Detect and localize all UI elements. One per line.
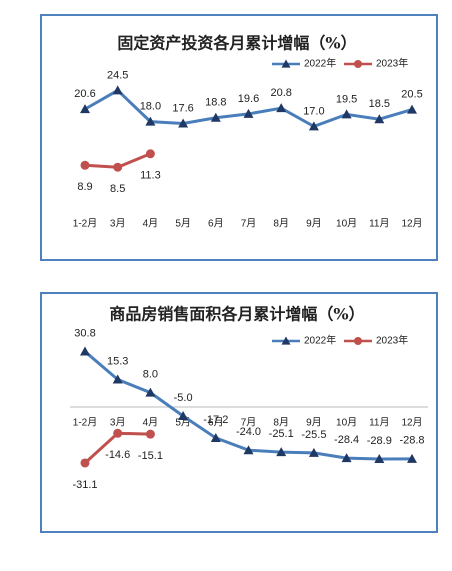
data-label: 11.3 [140,170,161,182]
data-label: -25.5 [301,429,326,441]
data-label: 8.5 [110,183,125,195]
marker [243,108,254,118]
chart-frame [40,292,438,533]
legend-marker [354,337,362,345]
marker [112,85,123,95]
data-label: -24.0 [236,426,261,438]
x-tick-label: 11月 [369,218,389,230]
marker [341,453,352,463]
legend-marker [281,59,291,68]
data-label: -28.9 [367,435,392,447]
x-tick-label: 12月 [401,218,422,230]
marker [80,346,90,356]
marker [178,118,189,128]
legend-marker [354,60,362,68]
x-tick-label: 6月 [208,417,224,429]
marker [407,453,417,463]
marker [308,121,319,131]
data-label: 20.8 [270,87,291,99]
data-label: 20.5 [401,89,422,101]
marker [80,458,90,468]
marker [374,454,385,464]
marker [210,432,221,442]
chart-title: 固定资产投资各月累计增幅（%） [117,34,356,53]
data-label: 17.6 [172,102,193,114]
chart-frame [40,14,438,261]
x-tick-label: 3月 [110,417,126,429]
legend-marker [281,336,291,345]
data-label: -14.6 [105,449,130,461]
data-label: 18.8 [205,97,226,109]
marker [374,114,385,124]
marker [407,104,417,114]
x-tick-label: 4月 [143,218,159,230]
marker [113,428,123,438]
marker [210,112,221,122]
data-label: -17.2 [203,414,228,426]
x-tick-label: 1-2月 [73,218,97,230]
x-tick-label: 6月 [208,218,224,230]
x-tick-label: 10月 [336,218,357,230]
data-label: 8.9 [77,181,92,193]
data-label: 24.5 [107,69,128,81]
x-tick-label: 9月 [306,417,322,429]
data-label: 8.0 [143,369,158,381]
marker [145,116,156,126]
x-tick-label: 8月 [273,417,289,429]
data-label: -5.0 [174,392,193,404]
data-label: 20.6 [74,88,95,100]
x-tick-label: 9月 [306,218,322,230]
data-label: 19.5 [336,93,357,105]
marker [145,149,155,159]
marker [80,160,90,170]
x-tick-label: 4月 [143,417,159,429]
data-label: -28.8 [399,435,424,447]
data-label: 19.6 [238,93,259,105]
data-label: 18.0 [140,101,161,113]
x-tick-label: 5月 [175,218,191,230]
x-tick-label: 7月 [241,218,257,230]
marker [276,447,287,457]
data-label: 15.3 [107,355,128,367]
marker [80,104,90,114]
chart-title: 商品房销售面积各月累计增幅（%） [109,305,364,324]
x-tick-label: 1-2月 [73,417,97,429]
legend-label: 2023年 [376,57,408,70]
x-tick-label: 3月 [110,218,126,230]
x-tick-label: 8月 [273,218,289,230]
legend-label: 2023年 [376,334,408,347]
x-tick-label: 11月 [369,417,389,429]
legend-label: 2022年 [304,57,336,70]
marker [341,109,352,119]
data-label: 30.8 [74,327,95,339]
data-label: 18.5 [369,98,390,110]
marker [276,103,287,113]
data-label: -25.1 [269,428,294,440]
x-tick-label: 10月 [336,417,357,429]
x-tick-label: 7月 [241,417,257,429]
data-label: -31.1 [72,479,97,491]
marker [243,445,254,455]
data-label: -15.1 [138,450,163,462]
marker [113,162,123,172]
x-tick-label: 12月 [401,417,422,429]
data-label: -28.4 [334,434,359,446]
marker [112,374,123,384]
marker [308,447,319,457]
marker [178,411,189,420]
legend-label: 2022年 [304,334,336,347]
data-label: 17.0 [303,105,324,117]
marker [145,429,155,439]
marker [145,387,156,397]
